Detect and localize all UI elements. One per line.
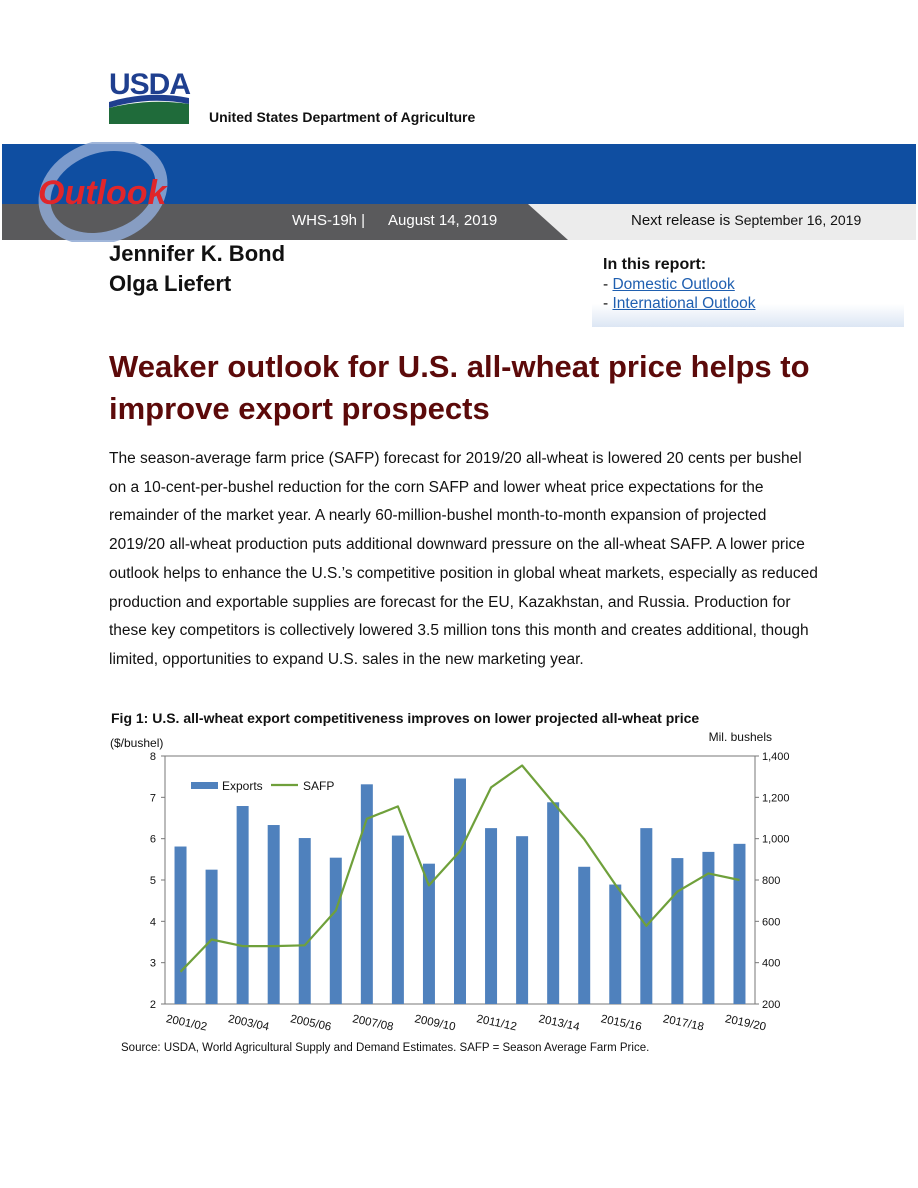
author-name: Olga Liefert xyxy=(109,271,232,296)
domestic-outlook-link[interactable]: Domestic Outlook xyxy=(612,276,735,293)
y-tick-label-left: 6 xyxy=(150,834,156,846)
y-tick-label-left: 5 xyxy=(150,875,156,887)
next-release: Next release is September 16, 2019 xyxy=(631,212,861,229)
y-tick-label-left: 3 xyxy=(150,958,156,970)
bar-2016/17 xyxy=(640,828,653,1004)
x-tick-label: 2009/10 xyxy=(413,1013,456,1033)
bar-2018/19 xyxy=(702,851,715,1004)
x-tick-label: 2013/14 xyxy=(538,1013,582,1034)
bar-2001/02 xyxy=(174,846,187,1004)
bar-2009/10 xyxy=(422,863,435,1004)
outlook-brand-text: Outlook xyxy=(38,174,169,212)
y-tick-label-right: 1,200 xyxy=(762,792,790,804)
bar-2007/08 xyxy=(360,784,373,1004)
department-name: United States Department of Agriculture xyxy=(209,109,476,125)
y-tick-label-right: 600 xyxy=(762,916,780,928)
bar-2019/20 xyxy=(733,843,746,1004)
bar-2003/04 xyxy=(236,806,249,1004)
bar-2017/18 xyxy=(671,858,684,1004)
y-tick-label-left: 7 xyxy=(150,792,156,804)
x-tick-label: 2007/08 xyxy=(351,1013,394,1033)
y-axis-right-label: Mil. bushels xyxy=(709,730,772,744)
usda-logo: USDA xyxy=(109,68,191,124)
in-this-report-title: In this report: xyxy=(603,256,707,273)
x-tick-label: 2005/06 xyxy=(289,1013,332,1033)
author-name: Jennifer K. Bond xyxy=(109,241,286,266)
bar-2002/03 xyxy=(205,869,218,1004)
bar-2011/12 xyxy=(485,828,498,1004)
bar-2015/16 xyxy=(609,884,622,1004)
in-this-report-box xyxy=(592,249,904,327)
international-outlook-link[interactable]: International Outlook xyxy=(612,295,756,312)
report-link-row: - International Outlook xyxy=(603,295,756,312)
outlook-brand-logo: Outlook xyxy=(38,142,169,242)
bar-2014/15 xyxy=(578,866,591,1004)
bar-2004/05 xyxy=(267,825,280,1004)
legend-safp-label: SAFP xyxy=(303,779,334,793)
y-tick-label-right: 1,000 xyxy=(762,834,790,846)
y-tick-label-left: 8 xyxy=(150,751,156,763)
bar-2013/14 xyxy=(547,802,560,1004)
x-tick-label: 2015/16 xyxy=(600,1013,643,1033)
bar-2010/11 xyxy=(454,778,466,1004)
body-paragraph: The season-average farm price (SAFP) for… xyxy=(109,450,818,668)
legend-exports-swatch xyxy=(191,782,218,789)
y-tick-label-left: 4 xyxy=(150,916,156,928)
next-release-date: September 16, 2019 xyxy=(734,212,862,228)
wheat-chart: ($/bushel) Mil. bushels 2 3 4 5 6 7 8 200 400 600 80… xyxy=(110,730,790,1034)
x-tick-label: 2011/12 xyxy=(475,1013,517,1033)
y-tick-label-right: 400 xyxy=(762,958,780,970)
figure-source: Source: USDA, World Agricultural Supply … xyxy=(121,1042,650,1054)
y-axis-left-label: ($/bushel) xyxy=(110,736,163,750)
headline: Weaker outlook for U.S. all-wheat price … xyxy=(109,349,810,426)
bar-2008/09 xyxy=(391,835,404,1004)
report-link-row: - Domestic Outlook xyxy=(603,276,735,293)
legend-exports-label: Exports xyxy=(222,779,263,793)
x-tick-label: 2001/02 xyxy=(165,1013,208,1033)
y-tick-label-right: 200 xyxy=(762,999,780,1011)
report-id: WHS-19h | xyxy=(292,212,366,229)
next-release-label: Next release is xyxy=(631,212,731,229)
y-tick-label-right: 800 xyxy=(762,875,780,887)
y-tick-label-left: 2 xyxy=(150,999,156,1011)
figure-title: Fig 1: U.S. all-wheat export competitive… xyxy=(111,710,700,726)
bar-2012/13 xyxy=(516,836,529,1004)
bar-2006/07 xyxy=(329,857,342,1004)
x-tick-label: 2017/18 xyxy=(662,1013,705,1033)
safp-line xyxy=(179,764,740,973)
x-tick-label: 2019/20 xyxy=(724,1013,767,1033)
report-date: August 14, 2019 xyxy=(388,212,498,229)
bar-2005/06 xyxy=(298,838,311,1004)
y-tick-label-right: 1,400 xyxy=(762,751,790,763)
x-tick-label: 2003/04 xyxy=(227,1013,271,1034)
